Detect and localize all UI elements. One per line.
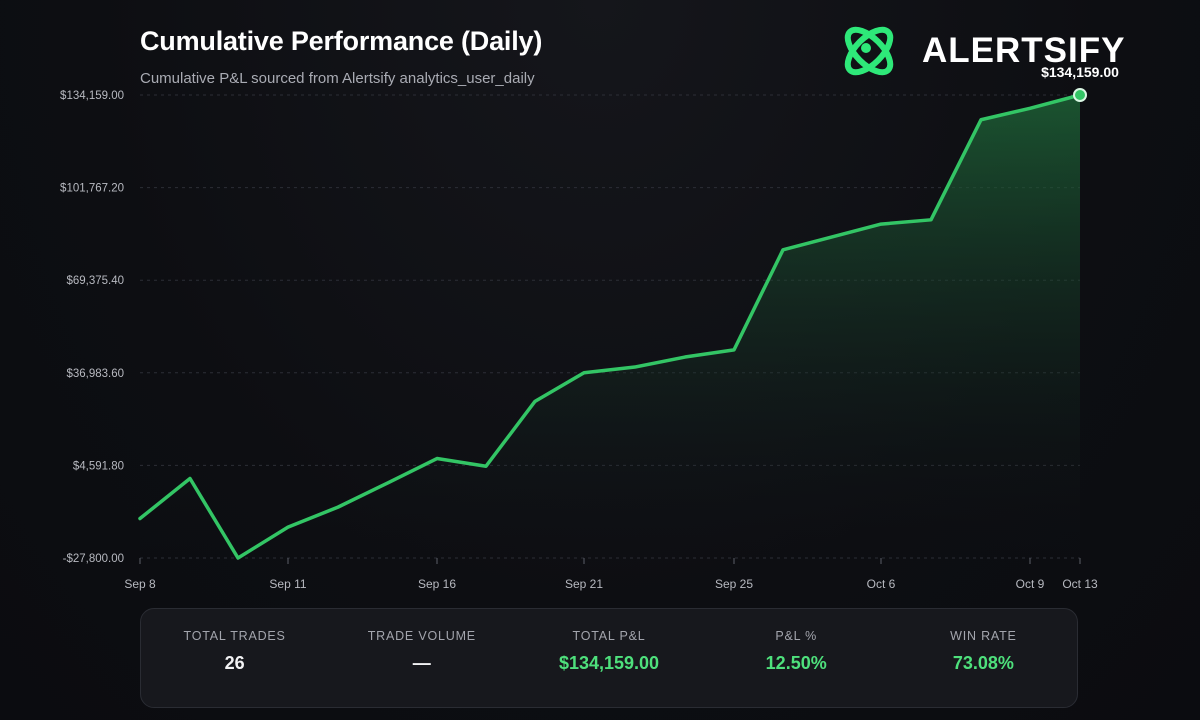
y-tick-label: $101,767.20 bbox=[60, 183, 124, 195]
stat-label: P&L % bbox=[775, 629, 818, 643]
data-point[interactable] bbox=[480, 460, 492, 472]
page-title: Cumulative Performance (Daily) bbox=[140, 26, 543, 56]
x-tick-label: Sep 16 bbox=[418, 577, 456, 591]
data-point[interactable] bbox=[282, 521, 294, 533]
y-tick-label: $36,983.60 bbox=[66, 368, 124, 380]
stats-panel: TOTAL TRADES 26 TRADE VOLUME — TOTAL P&L… bbox=[140, 608, 1078, 708]
brand-logo-lockup: ALERTSIFY bbox=[836, 18, 1125, 84]
data-point[interactable] bbox=[529, 395, 541, 407]
y-tick-label: $69,375.40 bbox=[66, 275, 124, 287]
data-point[interactable] bbox=[184, 473, 196, 485]
data-point[interactable] bbox=[925, 214, 937, 226]
data-point[interactable] bbox=[975, 114, 987, 126]
stat-trade-volume: TRADE VOLUME — bbox=[328, 609, 515, 707]
stat-total-pnl: TOTAL P&L $134,159.00 bbox=[515, 609, 702, 707]
x-tick-label: Sep 25 bbox=[715, 577, 753, 591]
stat-value: 26 bbox=[224, 653, 245, 673]
y-tick-label: $134,159.00 bbox=[60, 90, 124, 102]
data-point[interactable] bbox=[382, 477, 394, 489]
stat-value: — bbox=[412, 653, 431, 673]
x-tick-label: Sep 11 bbox=[269, 577, 306, 591]
last-value-label: $134,159.00 bbox=[1041, 64, 1119, 80]
data-point[interactable] bbox=[679, 351, 691, 363]
data-point[interactable] bbox=[431, 453, 443, 465]
stat-value: 73.08% bbox=[952, 653, 1014, 673]
stat-label: TOTAL P&L bbox=[572, 629, 646, 643]
page-subtitle: Cumulative P&L sourced from Alertsify an… bbox=[140, 70, 535, 87]
data-point[interactable] bbox=[728, 344, 740, 356]
stat-pnl-percent: P&L % 12.50% bbox=[703, 609, 890, 707]
stat-label: TRADE VOLUME bbox=[367, 629, 476, 643]
x-tick-label: Sep 8 bbox=[124, 577, 156, 591]
atom-logo-icon bbox=[844, 26, 894, 76]
last-point-marker bbox=[1073, 88, 1087, 102]
data-point[interactable] bbox=[875, 218, 887, 230]
data-point[interactable] bbox=[332, 501, 344, 513]
data-point[interactable] bbox=[826, 231, 838, 243]
data-point[interactable] bbox=[1024, 102, 1036, 114]
y-tick-label: $4,591.80 bbox=[73, 460, 124, 472]
data-point[interactable] bbox=[578, 367, 590, 379]
data-point[interactable] bbox=[134, 513, 146, 525]
x-tick-label: Oct 9 bbox=[1016, 577, 1045, 591]
x-tick-label: Oct 6 bbox=[867, 577, 896, 591]
data-point[interactable] bbox=[777, 244, 789, 256]
stat-value: $134,159.00 bbox=[558, 653, 660, 673]
stat-win-rate: WIN RATE 73.08% bbox=[890, 609, 1077, 707]
data-point[interactable] bbox=[629, 361, 641, 373]
stat-total-trades: TOTAL TRADES 26 bbox=[141, 609, 328, 707]
brand-name: ALERTSIFY bbox=[922, 31, 1126, 70]
stat-label: TOTAL TRADES bbox=[183, 629, 286, 643]
data-point[interactable] bbox=[232, 552, 244, 564]
stat-value: 12.50% bbox=[765, 653, 827, 673]
series-area bbox=[140, 95, 1080, 558]
series-line bbox=[138, 93, 1082, 560]
stat-label: WIN RATE bbox=[950, 629, 1017, 643]
pnl-chart: -$27,800.00 $4,591.80 $36,983.60 $69,375.40… bbox=[60, 64, 1119, 591]
x-tick-label: Oct 13 bbox=[1062, 577, 1098, 591]
y-tick-label: -$27,800.00 bbox=[63, 553, 124, 565]
x-tick-label: Sep 21 bbox=[565, 577, 603, 591]
